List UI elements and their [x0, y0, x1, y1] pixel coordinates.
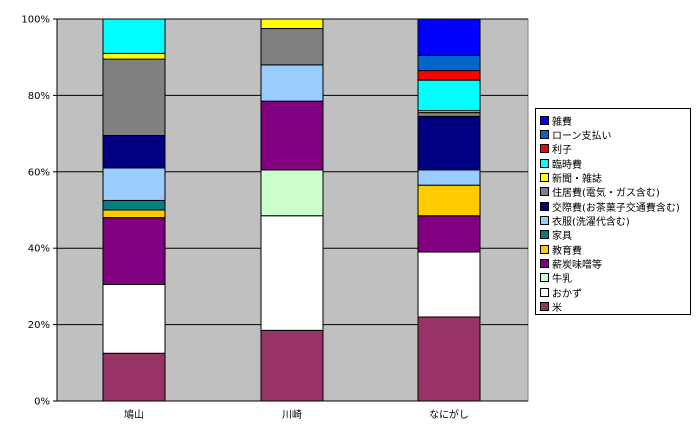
bar-segment	[102, 167, 166, 201]
legend-item: 教育費	[540, 242, 690, 257]
bar-segment	[260, 100, 324, 171]
legend-swatch	[540, 201, 549, 211]
bar-segment	[260, 215, 324, 331]
legend-swatch	[540, 115, 549, 125]
bar-segment	[102, 283, 166, 354]
bar-segment	[260, 64, 324, 102]
legend-swatch	[540, 144, 549, 154]
bar-segment	[260, 169, 324, 217]
bar-segment	[102, 352, 166, 402]
legend-label: 牛乳	[552, 274, 572, 286]
legend-item: 家具	[540, 228, 690, 242]
bar-segment	[102, 199, 166, 211]
legend-item: 利子	[540, 142, 690, 156]
y-tick-label: 20%	[28, 320, 50, 331]
legend-swatch	[540, 216, 549, 226]
bar-segment	[417, 115, 481, 171]
legend-swatch	[540, 158, 549, 168]
bar-segment	[417, 215, 481, 253]
y-tick-label: 60%	[28, 167, 50, 178]
legend-label: 臨時費	[552, 159, 582, 171]
legend-swatch	[540, 259, 549, 269]
legend: 雑費ローン支払い 利子臨時費新聞・雑誌住居費(電気・ガス含む) 交際費(お茶菓子交通…	[535, 108, 691, 315]
x-tick-label: 鳩山	[124, 408, 144, 421]
legend-label: 新聞・雑誌	[552, 174, 602, 186]
x-tick-label: なにがし	[429, 408, 469, 421]
y-tick-label: 0%	[34, 397, 50, 408]
bar-segment	[102, 209, 166, 219]
bar-segment	[417, 169, 481, 186]
legend-label: おかず	[552, 288, 582, 300]
legend-swatch	[540, 173, 549, 183]
legend-swatch	[540, 273, 549, 283]
legend-label: 薪炭味噌等	[552, 260, 602, 272]
legend-item: 米	[540, 299, 690, 315]
legend-label: 米	[552, 303, 562, 315]
bar-segment	[102, 217, 166, 285]
legend-item: 衣服(洗濯代含む)	[540, 213, 690, 229]
bar-segment	[260, 329, 324, 402]
bar-segment	[417, 316, 481, 402]
legend-swatch	[540, 130, 549, 140]
bar-segment	[102, 135, 166, 169]
legend-label: 家具	[552, 231, 572, 243]
legend-swatch	[540, 230, 549, 240]
legend-label: 住居費(電気・ガス含む)	[552, 188, 660, 200]
bar-segment	[102, 18, 166, 54]
legend-swatch	[540, 187, 549, 197]
legend-item: 臨時費	[540, 156, 690, 171]
legend-item: 新聞・雑誌	[540, 170, 690, 186]
bar-segment	[417, 70, 481, 81]
bar-segment	[417, 79, 481, 112]
legend-label: ローン支払い	[552, 131, 612, 143]
bar-segment	[417, 184, 481, 217]
bar-segment	[260, 18, 324, 30]
legend-label: 教育費	[552, 245, 582, 257]
legend-swatch	[540, 244, 549, 254]
legend-item: ローン支払い	[540, 127, 690, 143]
legend-item: 雑費	[540, 113, 690, 128]
x-tick-label: 川崎	[282, 408, 302, 421]
bar-segment	[417, 112, 481, 117]
legend-swatch	[540, 302, 549, 312]
legend-item: 交際費(お茶菓子交通費含む)	[540, 199, 690, 214]
legend-label: 雑費	[552, 116, 572, 128]
legend-label: 交際費(お茶菓子交通費含む)	[552, 202, 680, 214]
y-tick-label: 100%	[21, 15, 50, 26]
legend-swatch	[540, 287, 549, 297]
bar-segment	[260, 28, 324, 66]
legend-item: 住居費(電気・ガス含む)	[540, 185, 690, 199]
bar-segment	[417, 18, 481, 56]
legend-item: 薪炭味噌等	[540, 256, 690, 272]
bar-segment	[417, 251, 481, 318]
bar-segment	[417, 54, 481, 72]
legend-label: 衣服(洗濯代含む)	[552, 217, 630, 229]
legend-label: 利子	[552, 145, 572, 157]
bar-segment	[102, 58, 166, 137]
y-tick-label: 80%	[28, 91, 50, 102]
bar-segment	[102, 52, 166, 60]
legend-item: おかず	[540, 285, 690, 300]
legend-item: 牛乳	[540, 271, 690, 285]
y-tick-label: 40%	[28, 244, 50, 255]
